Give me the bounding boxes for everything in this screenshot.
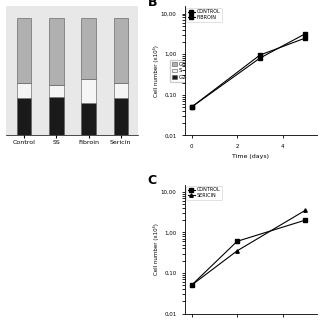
Y-axis label: Cell number (x10⁶): Cell number (x10⁶) bbox=[153, 223, 159, 275]
Y-axis label: Cell number (x10⁶): Cell number (x10⁶) bbox=[153, 45, 159, 97]
Line: CONTROL: CONTROL bbox=[190, 36, 307, 109]
SERICIN bbox=[235, 249, 239, 253]
Line: CONTROL: CONTROL bbox=[190, 218, 307, 287]
Legend: CONTROL, SERICIN: CONTROL, SERICIN bbox=[186, 186, 221, 200]
CONTROL bbox=[303, 36, 307, 40]
FIBROIN bbox=[190, 105, 194, 109]
CONTROL bbox=[258, 53, 262, 57]
Line: SERICIN: SERICIN bbox=[190, 208, 307, 287]
SERICIN bbox=[303, 208, 307, 212]
Bar bbox=[17, 98, 31, 135]
Text: B: B bbox=[148, 0, 157, 9]
FIBROIN bbox=[303, 32, 307, 36]
CONTROL bbox=[235, 239, 239, 243]
Bar bbox=[81, 103, 96, 135]
Legend: G1, S, G2/M: G1, S, G2/M bbox=[170, 60, 195, 82]
X-axis label: Time (days): Time (days) bbox=[232, 154, 269, 159]
Bar bbox=[17, 83, 31, 98]
Bar bbox=[81, 18, 96, 79]
Bar bbox=[114, 18, 128, 83]
Bar bbox=[81, 79, 96, 103]
Bar bbox=[114, 98, 128, 135]
CONTROL bbox=[190, 105, 194, 109]
Bar bbox=[17, 18, 31, 83]
FIBROIN bbox=[258, 56, 262, 60]
SERICIN bbox=[190, 283, 194, 287]
Line: FIBROIN: FIBROIN bbox=[190, 32, 307, 109]
Bar bbox=[114, 83, 128, 98]
Legend: CONTROL, FIBROIN: CONTROL, FIBROIN bbox=[186, 8, 221, 21]
Text: C: C bbox=[148, 174, 157, 187]
CONTROL bbox=[303, 218, 307, 222]
CONTROL bbox=[190, 283, 194, 287]
Bar bbox=[49, 97, 64, 135]
Bar bbox=[49, 85, 64, 97]
Bar bbox=[49, 18, 64, 85]
